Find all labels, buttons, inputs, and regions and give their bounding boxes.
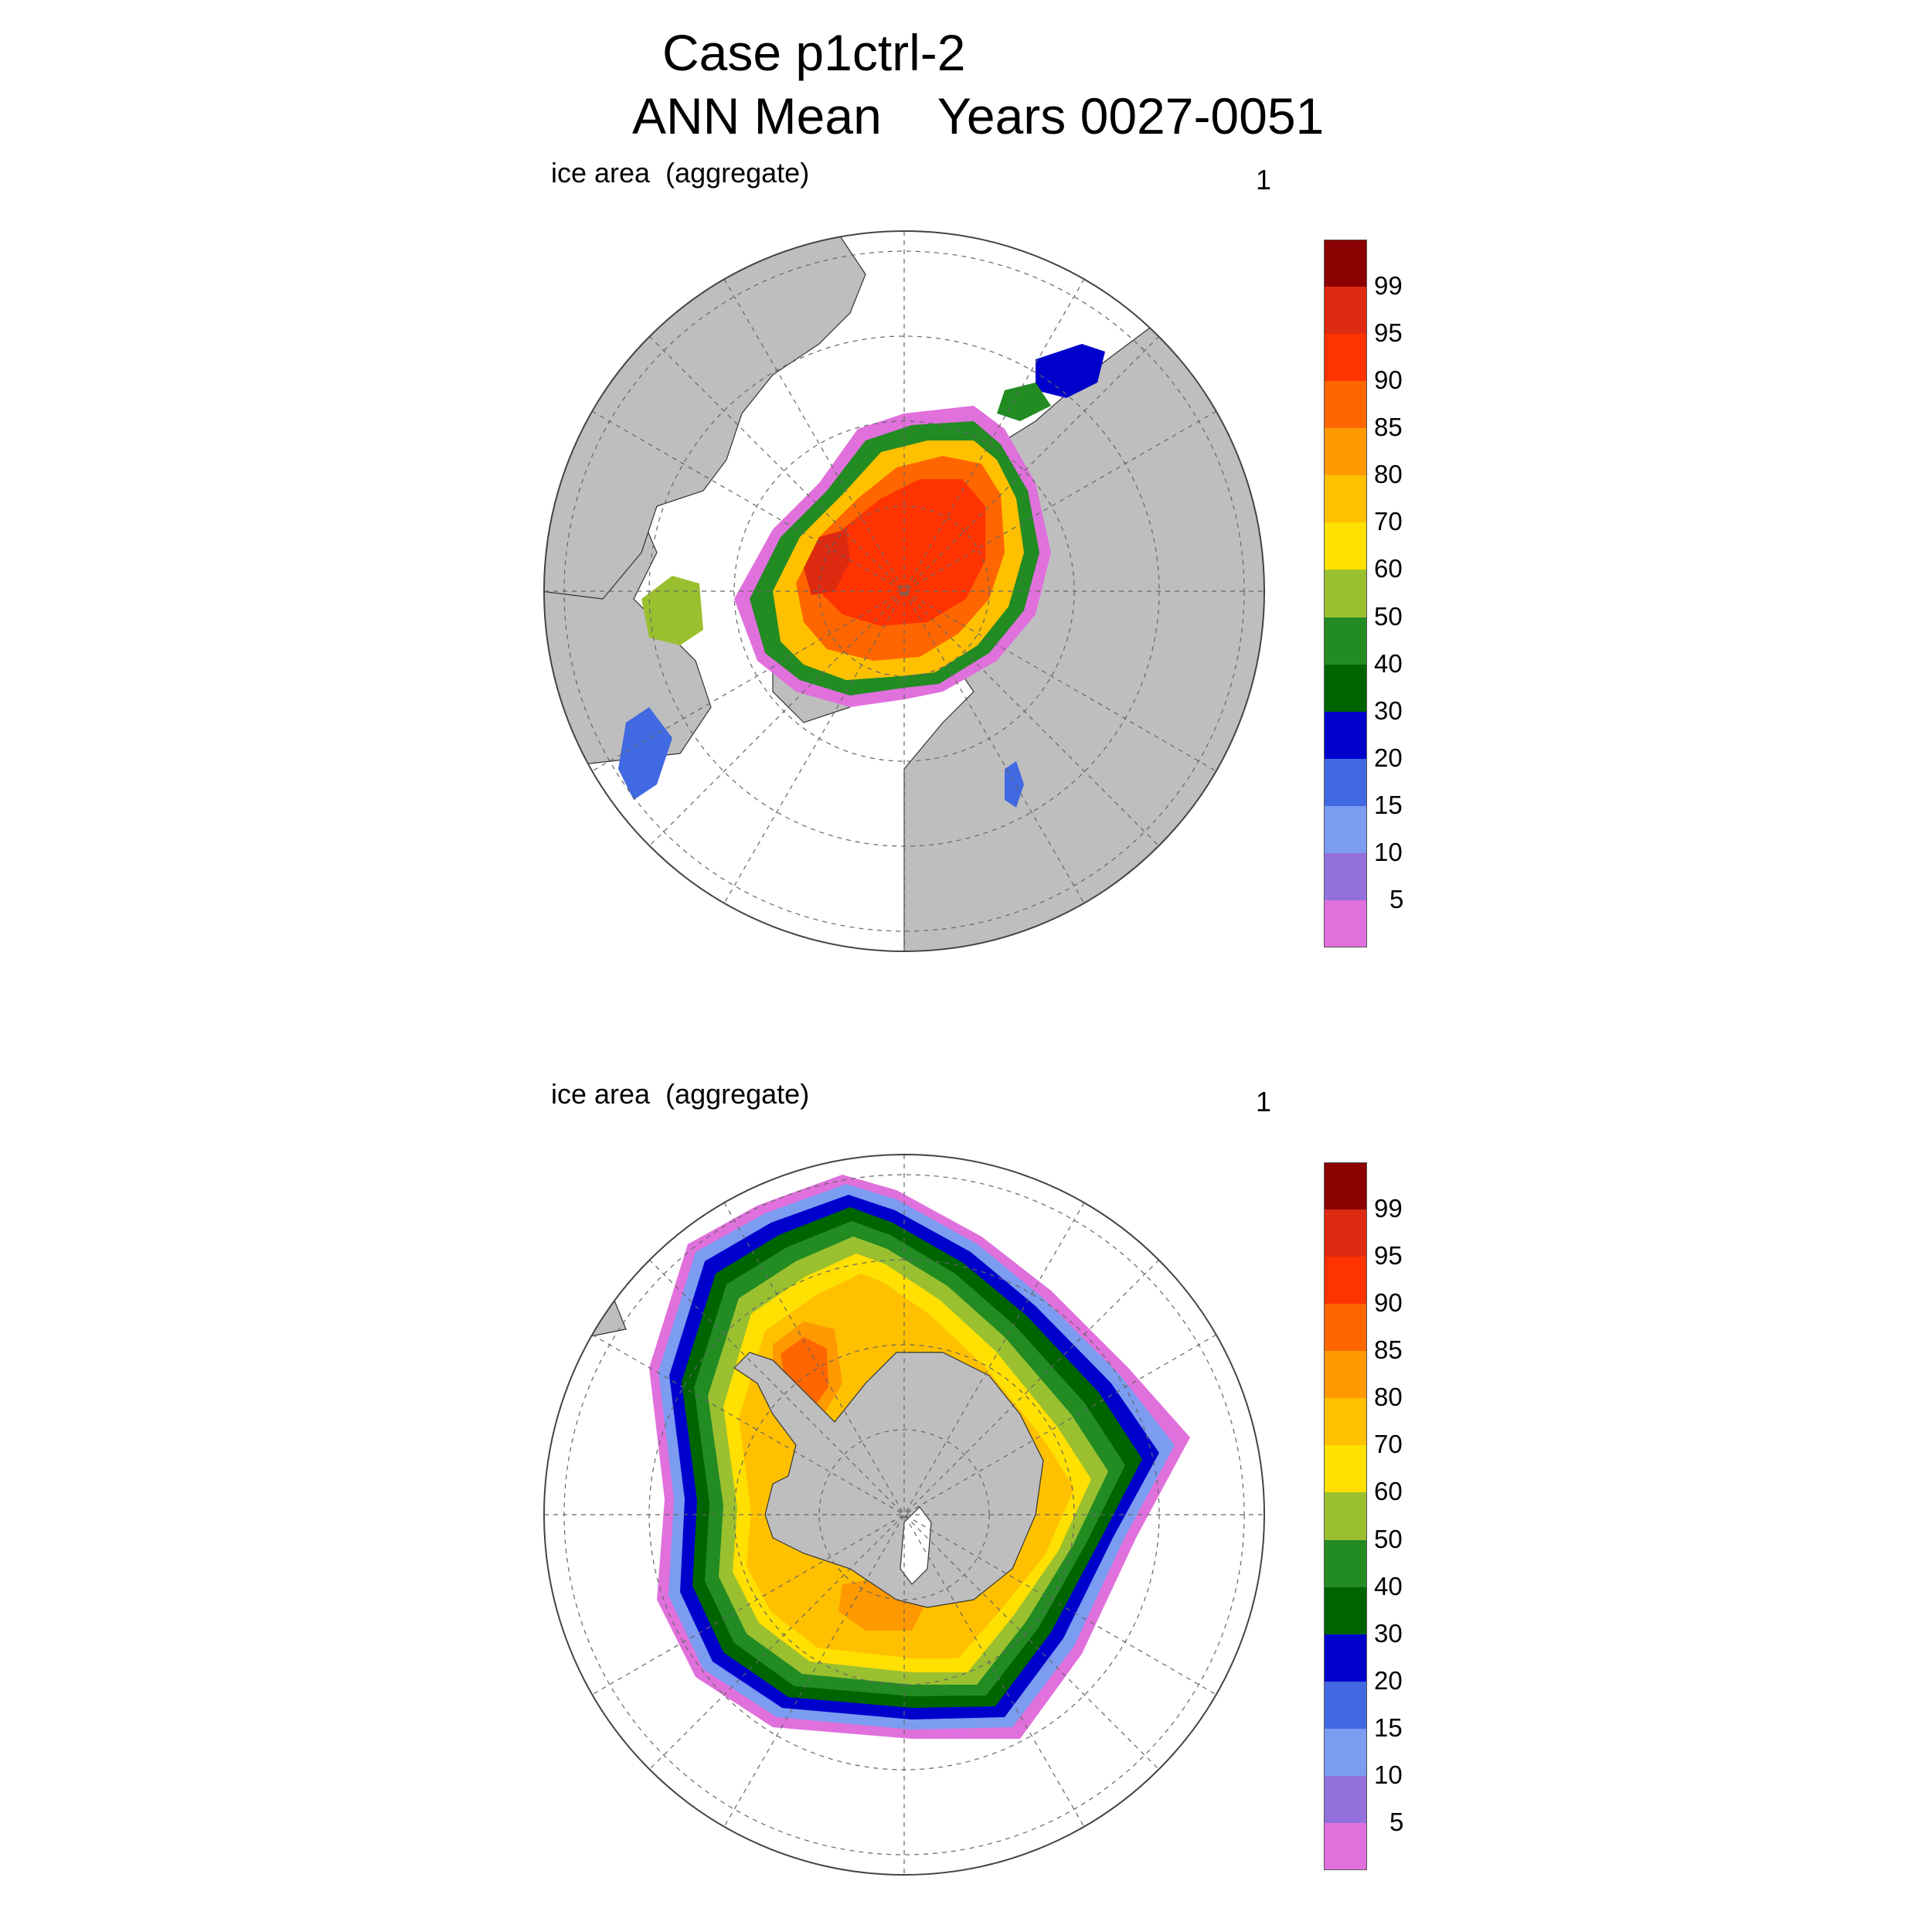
- south-colorbar-swatch: [1324, 1587, 1367, 1635]
- north-polar-map: [541, 228, 1267, 954]
- north-ice-baltic: [1005, 761, 1024, 808]
- south-colorbar-swatch: [1324, 1822, 1367, 1871]
- south-map-border: [543, 1154, 1265, 1876]
- north-map-svg: [543, 230, 1265, 952]
- north-colorbar-label: 10: [1374, 837, 1403, 866]
- north-colorbar-swatch: [1324, 758, 1367, 807]
- south-map-svg: [543, 1154, 1265, 1876]
- south-colorbar-label: 20: [1374, 1665, 1403, 1695]
- south-colorbar-label: 80: [1374, 1383, 1403, 1412]
- south-graticule: [544, 1155, 1264, 1875]
- south-colorbar-label: 99: [1374, 1194, 1403, 1223]
- north-colorbar-swatch: [1324, 381, 1367, 429]
- north-colorbar-frame: [1324, 240, 1367, 947]
- south-panel-label: ice area (aggregate): [551, 1078, 810, 1110]
- north-colorbar-label: 50: [1374, 601, 1403, 631]
- south-colorbar-label: 85: [1374, 1335, 1403, 1365]
- north-colorbar-label: 95: [1374, 318, 1403, 348]
- north-colorbar-label: 70: [1374, 507, 1403, 536]
- south-colorbar-label: 5: [1389, 1807, 1404, 1836]
- south-colorbar-label: 15: [1374, 1713, 1403, 1742]
- north-colorbar-swatch: [1324, 900, 1367, 948]
- north-colorbar-label: 99: [1374, 271, 1403, 301]
- north-ice-bering-green: [997, 383, 1051, 421]
- north-colorbar-swatch: [1324, 287, 1367, 335]
- north-colorbar-swatch: [1324, 664, 1367, 713]
- figure-title-period: ANN Mean Years 0027-0051: [632, 87, 1325, 145]
- south-colorbar-label: 30: [1374, 1618, 1403, 1648]
- north-colorbar-swatch: [1324, 570, 1367, 618]
- north-colorbar-swatch: [1324, 428, 1367, 476]
- north-colorbar-label: 5: [1389, 884, 1404, 913]
- south-panel-index: 1: [1256, 1086, 1272, 1117]
- south-colorbar-label: 40: [1374, 1571, 1403, 1600]
- south-colorbar-swatch: [1324, 1257, 1367, 1304]
- south-colorbar-swatch: [1324, 1304, 1367, 1352]
- north-colorbar-label: 40: [1374, 648, 1403, 678]
- south-colorbar-swatch: [1324, 1492, 1367, 1541]
- north-colorbar-swatch: [1324, 522, 1367, 570]
- north-colorbar-swatch: [1324, 805, 1367, 854]
- south-land-south-america: [544, 1243, 627, 1338]
- north-colorbar-label: 90: [1374, 366, 1403, 395]
- south-colorbar-label: 10: [1374, 1760, 1403, 1789]
- north-colorbar-label: 80: [1374, 460, 1403, 489]
- south-colorbar-swatch: [1324, 1728, 1367, 1777]
- south-polar-map: [541, 1151, 1267, 1878]
- north-panel-index: 1: [1256, 164, 1272, 196]
- north-colorbar-swatch: [1324, 852, 1367, 901]
- south-colorbar: [1324, 1162, 1367, 1871]
- north-ice-hudson: [641, 576, 703, 645]
- south-colorbar-swatch: [1324, 1162, 1367, 1210]
- north-colorbar-label: 30: [1374, 696, 1403, 725]
- south-colorbar-label: 95: [1374, 1241, 1403, 1270]
- north-colorbar-swatch: [1324, 475, 1367, 523]
- south-colorbar-label: 70: [1374, 1430, 1403, 1459]
- south-colorbar-swatch: [1324, 1775, 1367, 1824]
- south-colorbar-swatch: [1324, 1681, 1367, 1730]
- north-colorbar-label: 85: [1374, 413, 1403, 442]
- north-ice-labrador: [618, 707, 672, 800]
- north-colorbar-label: 60: [1374, 554, 1403, 583]
- south-colorbar-swatch: [1324, 1209, 1367, 1257]
- north-colorbar-label: 15: [1374, 790, 1403, 819]
- north-ice-okhotsk: [1036, 344, 1105, 398]
- north-colorbar: [1324, 240, 1367, 948]
- north-colorbar-swatch: [1324, 240, 1367, 287]
- north-ice-95: [804, 529, 850, 595]
- south-colorbar-label: 50: [1374, 1524, 1403, 1553]
- south-colorbar-swatch: [1324, 1445, 1367, 1493]
- north-graticule: [544, 231, 1264, 951]
- north-colorbar-swatch: [1324, 711, 1367, 760]
- north-colorbar-swatch: [1324, 334, 1367, 382]
- north-colorbar-label: 20: [1374, 743, 1403, 772]
- figure-title-case: Case p1ctrl-2: [662, 24, 966, 81]
- north-colorbar-swatch: [1324, 617, 1367, 665]
- north-map-border: [543, 230, 1265, 952]
- south-colorbar-swatch: [1324, 1634, 1367, 1682]
- south-colorbar-label: 90: [1374, 1288, 1403, 1318]
- south-colorbar-frame: [1324, 1162, 1367, 1870]
- south-colorbar-swatch: [1324, 1539, 1367, 1588]
- south-colorbar-swatch: [1324, 1351, 1367, 1399]
- south-colorbar-label: 60: [1374, 1477, 1403, 1506]
- south-colorbar-swatch: [1324, 1398, 1367, 1446]
- north-panel-label: ice area (aggregate): [551, 157, 810, 189]
